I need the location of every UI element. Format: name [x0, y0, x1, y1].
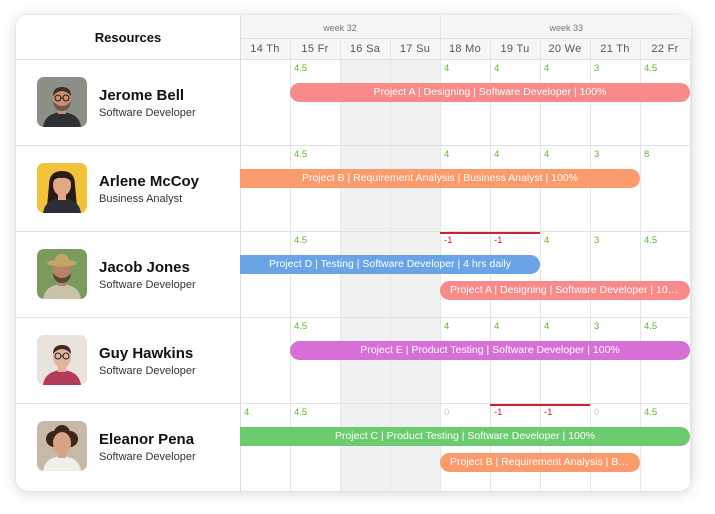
- avatar-man-hat: [37, 249, 87, 299]
- booking-bar[interactable]: Project E | Product Testing | Software D…: [290, 341, 690, 360]
- day-hours: 4: [444, 149, 450, 160]
- day-label: 21 Th: [600, 43, 630, 55]
- booking-bar[interactable]: Project D | Testing | Software Developer…: [240, 255, 540, 274]
- resource-name[interactable]: Guy Hawkins: [99, 345, 194, 362]
- day-hours: 4.5: [644, 407, 658, 418]
- day-hours: -1: [544, 407, 553, 418]
- day-label: 22 Fr: [651, 43, 679, 55]
- resource-name[interactable]: Jerome Bell: [99, 87, 185, 104]
- avatar-woman-curly-image: [37, 421, 87, 471]
- resource-scheduler: Resources week 32 week 33 14 Th 15 Fr 16 Sa 1…: [16, 15, 691, 491]
- week-divider: [440, 15, 441, 38]
- day-hours: -1: [494, 407, 503, 418]
- day-hours: 4.5: [294, 149, 308, 160]
- avatar-man-beard-image: [37, 77, 87, 127]
- day-hours: 4: [494, 321, 500, 332]
- booking-bar[interactable]: Project C | Product Testing | Software D…: [240, 427, 690, 446]
- day-column-line: [590, 38, 591, 491]
- header-week-divider: [240, 38, 691, 39]
- avatar-man-beard: [37, 77, 87, 127]
- day-hours: 3: [594, 63, 600, 74]
- day-hours: 4: [494, 149, 500, 160]
- day-hours: 8: [644, 149, 650, 160]
- day-hours: 4: [544, 149, 550, 160]
- day-hours: 3: [594, 235, 600, 246]
- day-hours: 4: [444, 63, 450, 74]
- day-label: 14 Th: [250, 43, 280, 55]
- day-hours: -1: [444, 235, 453, 246]
- booking-bar[interactable]: Project B | Requirement Analysis | Busin…: [440, 453, 640, 472]
- day-hours: 4: [544, 235, 550, 246]
- day-hours: 4: [544, 321, 550, 332]
- resource-role: Software Developer: [99, 451, 196, 463]
- resource-name[interactable]: Arlene McCoy: [99, 173, 200, 190]
- overbooked-indicator: [540, 404, 590, 406]
- avatar-man-glasses: [37, 335, 87, 385]
- avatar-man-hat-image: [37, 249, 87, 299]
- day-hours: 4.5: [644, 321, 658, 332]
- resource-role: Software Developer: [99, 107, 196, 119]
- resource-column-divider: [240, 15, 241, 491]
- day-label: 15 Fr: [301, 43, 329, 55]
- week-label: week 32: [323, 23, 357, 33]
- resource-name[interactable]: Eleanor Pena: [99, 431, 195, 448]
- overbooked-indicator: [440, 232, 490, 234]
- day-label: 17 Su: [399, 43, 431, 55]
- booking-bar[interactable]: Project B | Requirement Analysis | Busin…: [240, 169, 640, 188]
- day-hours: 4.5: [294, 321, 308, 332]
- day-label: 18 Mo: [448, 43, 482, 55]
- day-hours: 4: [444, 321, 450, 332]
- day-hours: 4.5: [644, 63, 658, 74]
- day-hours: 4: [244, 407, 250, 418]
- day-hours: 4: [494, 63, 500, 74]
- avatar-man-glasses-image: [37, 335, 87, 385]
- day-hours: -1: [494, 235, 503, 246]
- weekend-shading: [390, 59, 440, 491]
- day-hours: 4.5: [644, 235, 658, 246]
- row-divider: [16, 317, 691, 318]
- row-divider: [16, 403, 691, 404]
- day-hours: 3: [594, 149, 600, 160]
- avatar-woman-yellow-image: [37, 163, 87, 213]
- booking-bar[interactable]: Project A | Designing | Software Develop…: [440, 281, 690, 300]
- resource-role: Software Developer: [99, 279, 196, 291]
- day-label: 19 Tu: [500, 43, 530, 55]
- day-hours: 4.5: [294, 63, 308, 74]
- overbooked-indicator: [490, 404, 540, 406]
- avatar-woman-yellow: [37, 163, 87, 213]
- booking-bar[interactable]: Project A | Designing | Software Develop…: [290, 83, 690, 102]
- resources-column-title: Resources: [94, 29, 162, 45]
- overbooked-indicator: [490, 232, 540, 234]
- day-column-line: [690, 38, 691, 491]
- day-column-line: [540, 38, 541, 491]
- day-hours: 4.5: [294, 407, 308, 418]
- resource-role: Software Developer: [99, 365, 196, 377]
- weekend-shading: [340, 59, 390, 491]
- day-label: 20 We: [548, 43, 582, 55]
- header-bottom-line: [16, 59, 691, 60]
- row-divider: [16, 231, 691, 232]
- day-hours: 0: [594, 407, 600, 418]
- day-hours: 3: [594, 321, 600, 332]
- avatar-woman-curly: [37, 421, 87, 471]
- resource-name[interactable]: Jacob Jones: [99, 259, 190, 276]
- row-divider: [16, 145, 691, 146]
- resource-role: Business Analyst: [99, 193, 183, 205]
- day-label: 16 Sa: [349, 43, 381, 55]
- day-column-line: [640, 38, 641, 491]
- day-hours: 4.5: [294, 235, 308, 246]
- day-hours: 0: [444, 407, 450, 418]
- day-hours: 4: [544, 63, 550, 74]
- week-label: week 33: [549, 23, 584, 33]
- header-background: [240, 15, 691, 59]
